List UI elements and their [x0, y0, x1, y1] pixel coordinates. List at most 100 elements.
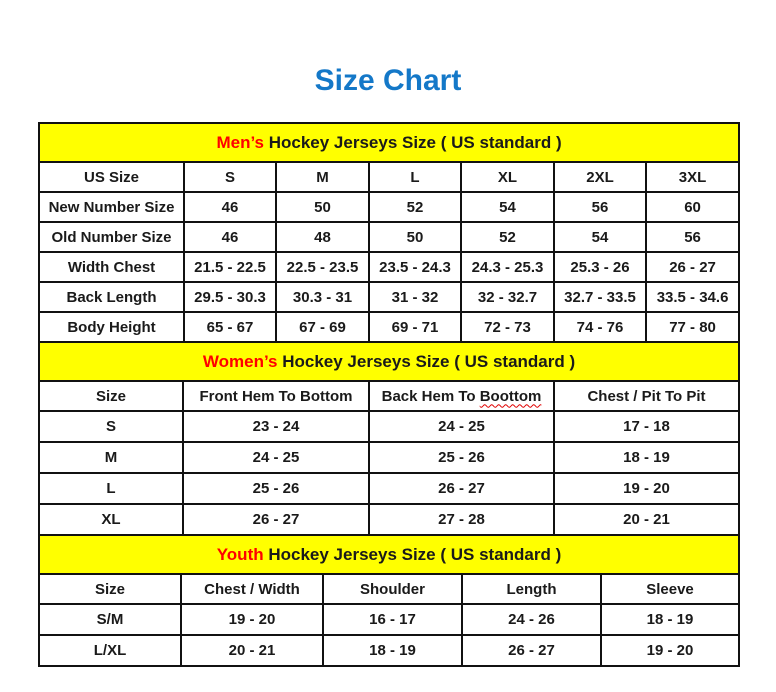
column-header: M — [275, 161, 370, 193]
table-cell: 33.5 - 34.6 — [644, 281, 741, 313]
table-cell: 18 - 19 — [600, 603, 740, 636]
column-header: S — [183, 161, 277, 193]
row-label: S — [38, 410, 184, 443]
table-cell: 21.5 - 22.5 — [183, 251, 277, 283]
table-cell: 25.3 - 26 — [553, 251, 647, 283]
column-header: Back Hem To Boottom — [368, 380, 555, 412]
column-header: L — [368, 161, 462, 193]
table-cell: 16 - 17 — [322, 603, 463, 636]
table-cell: 50 — [368, 221, 462, 253]
row-label: L — [38, 472, 184, 505]
table-row: M 24 - 25 25 - 26 18 - 19 — [38, 441, 741, 474]
womens-section-title-rest: Hockey Jerseys Size ( US standard ) — [277, 351, 576, 371]
table-cell: 74 - 76 — [553, 311, 647, 343]
row-label: Back Length — [38, 281, 185, 313]
column-header: Size — [38, 380, 184, 412]
column-header: Size — [38, 573, 182, 605]
column-header: Front Hem To Bottom — [182, 380, 370, 412]
youth-section-row: Youth Hockey Jerseys Size ( US standard … — [38, 534, 740, 575]
youth-section-title-rest: Hockey Jerseys Size ( US standard ) — [263, 544, 562, 564]
table-cell: 29.5 - 30.3 — [183, 281, 277, 313]
table-cell: 18 - 19 — [552, 441, 741, 474]
column-header: 3XL — [644, 161, 741, 193]
womens-size-table: Women’s Hockey Jerseys Size ( US standar… — [37, 341, 741, 536]
table-row: New Number Size 46 50 52 54 56 60 — [38, 191, 741, 223]
row-label: Body Height — [38, 311, 185, 343]
table-cell: 65 - 67 — [183, 311, 277, 343]
table-row: L 25 - 26 26 - 27 19 - 20 — [38, 472, 741, 505]
table-cell: 26 - 27 — [644, 251, 741, 283]
table-cell: 20 - 21 — [180, 634, 324, 667]
table-cell: 31 - 32 — [368, 281, 462, 313]
column-header: US Size — [38, 161, 185, 193]
youth-section-title-highlight: Youth — [216, 544, 264, 564]
table-cell: 30.3 - 31 — [275, 281, 370, 313]
table-cell: 23 - 24 — [182, 410, 370, 443]
youth-column-header-row: Size Chest / Width Shoulder Length Sleev… — [38, 573, 740, 605]
table-cell: 18 - 19 — [322, 634, 463, 667]
table-cell: 50 — [275, 191, 370, 223]
mens-section-header: Men’s Hockey Jerseys Size ( US standard … — [37, 122, 741, 163]
row-label: Width Chest — [38, 251, 185, 283]
mens-size-table: Men’s Hockey Jerseys Size ( US standard … — [37, 122, 741, 343]
table-cell: 24.3 - 25.3 — [460, 251, 555, 283]
youth-section-header: Youth Hockey Jerseys Size ( US standard … — [38, 534, 740, 575]
column-header: XL — [460, 161, 555, 193]
table-cell: 72 - 73 — [460, 311, 555, 343]
table-cell: 26 - 27 — [182, 503, 370, 536]
table-row: Body Height 65 - 67 67 - 69 69 - 71 72 -… — [38, 311, 741, 343]
table-cell: 25 - 26 — [368, 441, 555, 474]
table-cell: 32 - 32.7 — [460, 281, 555, 313]
size-chart: Men’s Hockey Jerseys Size ( US standard … — [37, 122, 741, 667]
table-cell: 52 — [368, 191, 462, 223]
mens-column-header-row: US Size S M L XL 2XL 3XL — [38, 161, 741, 193]
table-cell: 24 - 25 — [368, 410, 555, 443]
row-label: L/XL — [38, 634, 182, 667]
row-label: New Number Size — [38, 191, 185, 223]
column-header: Sleeve — [600, 573, 740, 605]
table-cell: 22.5 - 23.5 — [275, 251, 370, 283]
page-title: Size Chart — [314, 64, 462, 97]
table-cell: 27 - 28 — [368, 503, 555, 536]
table-cell: 60 — [644, 191, 741, 223]
table-cell: 69 - 71 — [368, 311, 462, 343]
table-cell: 54 — [460, 191, 555, 223]
table-cell: 24 - 26 — [461, 603, 602, 636]
table-cell: 23.5 - 24.3 — [368, 251, 462, 283]
womens-column-header-row: Size Front Hem To Bottom Back Hem To Boo… — [38, 380, 741, 412]
column-header: 2XL — [553, 161, 647, 193]
mens-section-title-rest: Hockey Jerseys Size ( US standard ) — [264, 132, 562, 152]
table-cell: 54 — [553, 221, 647, 253]
table-row: Old Number Size 46 48 50 52 54 56 — [38, 221, 741, 253]
table-cell: 46 — [183, 221, 277, 253]
table-cell: 56 — [644, 221, 741, 253]
table-cell: 46 — [183, 191, 277, 223]
column-header: Chest / Width — [180, 573, 324, 605]
womens-section-title-highlight: Women’s — [202, 351, 278, 371]
table-cell: 48 — [275, 221, 370, 253]
youth-size-table: Youth Hockey Jerseys Size ( US standard … — [38, 534, 740, 667]
column-header: Shoulder — [322, 573, 463, 605]
table-row: Width Chest 21.5 - 22.5 22.5 - 23.5 23.5… — [38, 251, 741, 283]
table-cell: 52 — [460, 221, 555, 253]
table-cell: 17 - 18 — [552, 410, 741, 443]
table-cell: 67 - 69 — [275, 311, 370, 343]
table-row: Back Length 29.5 - 30.3 30.3 - 31 31 - 3… — [38, 281, 741, 313]
table-cell: 56 — [553, 191, 647, 223]
table-cell: 26 - 27 — [368, 472, 555, 505]
table-cell: 24 - 25 — [182, 441, 370, 474]
mens-section-row: Men’s Hockey Jerseys Size ( US standard … — [37, 122, 741, 163]
table-row: XL 26 - 27 27 - 28 20 - 21 — [38, 503, 741, 536]
column-header-text: Back Hem To — [381, 387, 480, 405]
row-label: M — [38, 441, 184, 474]
mens-section-title-highlight: Men’s — [216, 132, 264, 152]
misspelled-word: Boottom — [479, 387, 542, 405]
table-row: S 23 - 24 24 - 25 17 - 18 — [38, 410, 741, 443]
row-label: Old Number Size — [38, 221, 185, 253]
table-cell: 26 - 27 — [461, 634, 602, 667]
row-label: S/M — [38, 603, 182, 636]
column-header: Chest / Pit To Pit — [552, 380, 741, 412]
table-row: S/M 19 - 20 16 - 17 24 - 26 18 - 19 — [38, 603, 740, 636]
column-header: Length — [461, 573, 602, 605]
